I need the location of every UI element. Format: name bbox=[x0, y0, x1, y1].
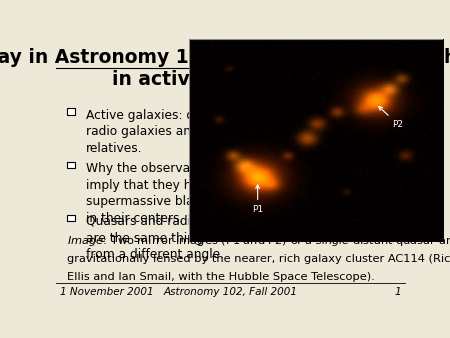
FancyBboxPatch shape bbox=[67, 215, 76, 221]
FancyBboxPatch shape bbox=[67, 162, 76, 168]
Text: $\it{Image}$: Two mirror images (P1 and P2) of a $\it{single}$ distant quasar an: $\it{Image}$: Two mirror images (P1 and … bbox=[67, 235, 450, 248]
Text: Ellis and Ian Smail, with the Hubble Space Telescope).: Ellis and Ian Smail, with the Hubble Spa… bbox=[67, 272, 374, 282]
Text: 1: 1 bbox=[395, 287, 401, 297]
Text: gravitationally lensed by the nearer, rich galaxy cluster AC114 (Richard: gravitationally lensed by the nearer, ri… bbox=[67, 254, 450, 264]
Text: Quasars and radio galaxies
are the same thing viewed
from a different angle.: Quasars and radio galaxies are the same … bbox=[86, 215, 253, 262]
Text: Why the observations
imply that they have
supermassive black holes
in their cent: Why the observations imply that they hav… bbox=[86, 162, 244, 225]
Text: P1: P1 bbox=[252, 185, 263, 214]
Text: 1 November 2001: 1 November 2001 bbox=[60, 287, 153, 297]
Text: Today in Astronomy 102: supermassive black holes
in active galaxy nuclei: Today in Astronomy 102: supermassive bla… bbox=[0, 48, 450, 89]
Text: Astronomy 102, Fall 2001: Astronomy 102, Fall 2001 bbox=[164, 287, 297, 297]
Text: Active galaxies: quasars,
radio galaxies and their
relatives.: Active galaxies: quasars, radio galaxies… bbox=[86, 109, 239, 155]
FancyBboxPatch shape bbox=[67, 108, 76, 115]
Text: P2: P2 bbox=[379, 106, 403, 129]
